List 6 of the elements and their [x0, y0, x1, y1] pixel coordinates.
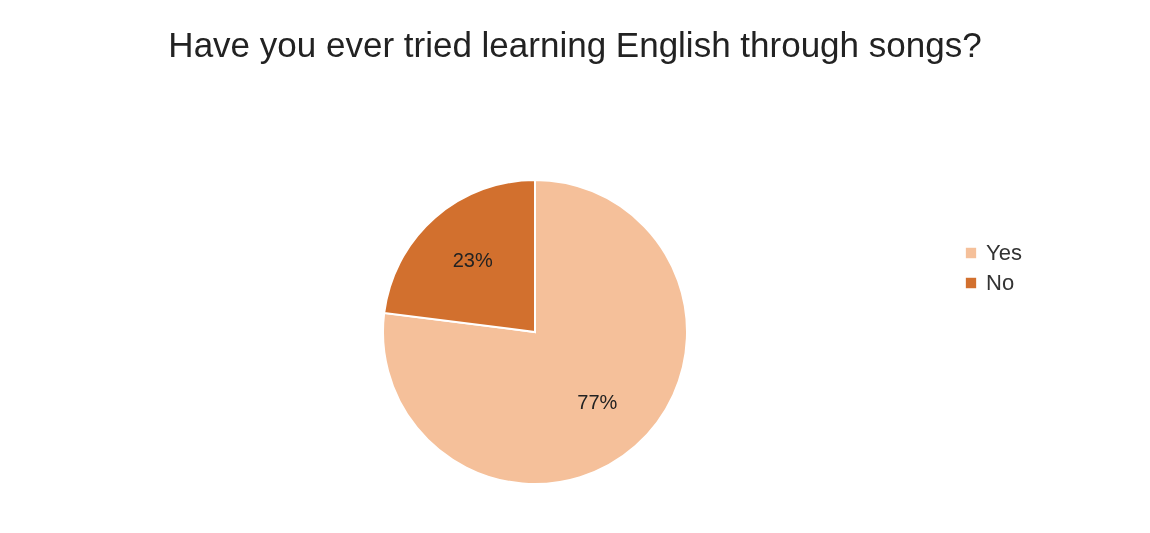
- data-label: 23%: [452, 249, 493, 272]
- legend-label: Yes: [986, 240, 1022, 265]
- data-label: 77%: [577, 390, 618, 413]
- legend-label: No: [986, 270, 1015, 295]
- chart-title: Have you ever tried learning English through songs?: [167, 24, 983, 66]
- pie-slice: [382, 179, 688, 485]
